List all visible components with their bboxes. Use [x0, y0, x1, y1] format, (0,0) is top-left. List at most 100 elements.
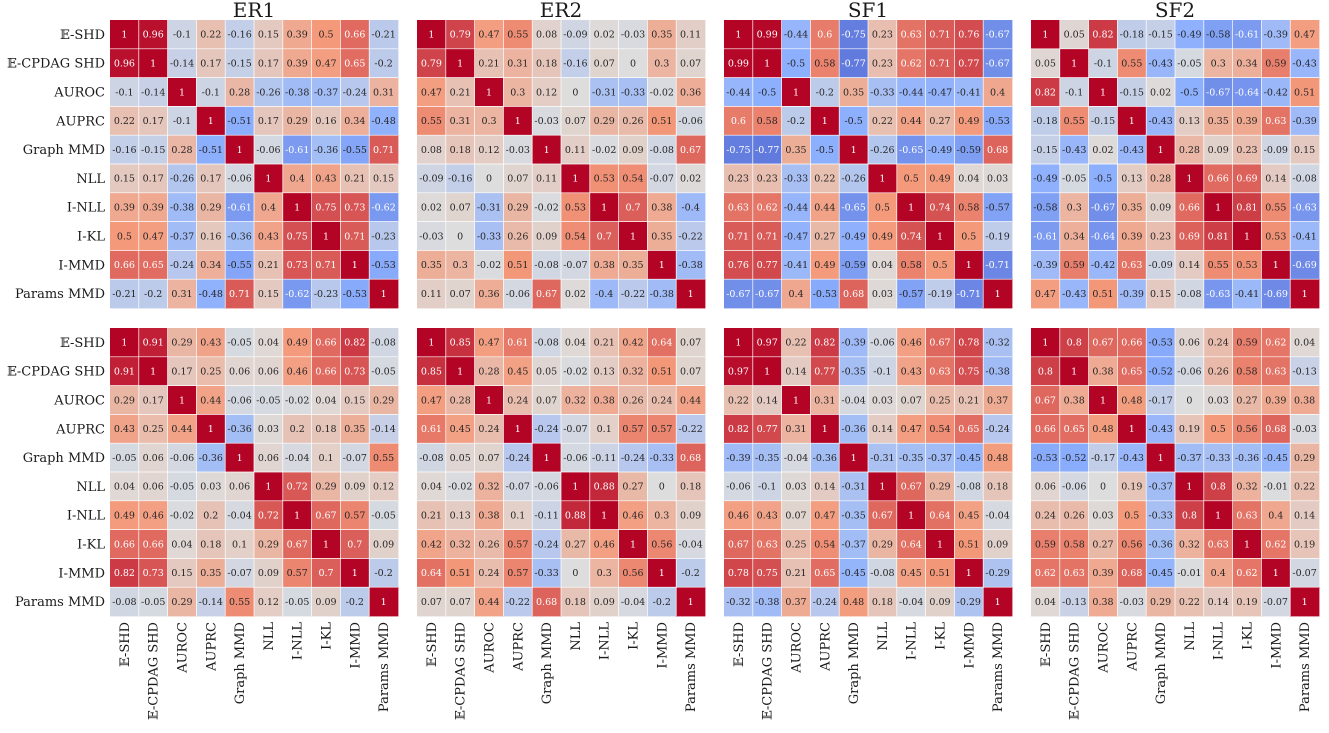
heatmap-cell — [311, 385, 341, 415]
heatmap-cell — [1232, 328, 1262, 358]
heatmap-cell — [445, 164, 475, 194]
cell-value-label: 1 — [150, 59, 156, 70]
cell-value-label: -0.2 — [816, 87, 834, 98]
heatmap-cell — [983, 221, 1013, 251]
heatmap-cell — [138, 20, 168, 50]
cell-value-label: 0.13 — [1121, 174, 1142, 185]
heatmap-cell — [417, 192, 447, 222]
cell-value-label: 0.25 — [200, 367, 221, 378]
cell-value-label: -0.22 — [678, 231, 702, 242]
heatmap-cell — [282, 106, 312, 136]
cell-value-label: -0.67 — [985, 59, 1009, 70]
heatmap-cell — [1146, 164, 1176, 194]
cell-value-label: 0.15 — [171, 568, 192, 579]
cell-value-label: 0.66 — [315, 367, 336, 378]
cell-value-label: 0.85 — [450, 338, 471, 349]
cell-value-label: 0.18 — [200, 539, 221, 550]
cell-value-label: 0.15 — [114, 174, 135, 185]
cell-value-label: 0.26 — [1208, 367, 1229, 378]
heatmap-cell — [647, 587, 677, 617]
cell-value-label: -0.08 — [1177, 289, 1201, 300]
heatmap-cell — [138, 250, 168, 280]
x-tick-label: NLL — [1183, 622, 1198, 651]
heatmap-cell — [474, 385, 504, 415]
cell-value-label: 1 — [1273, 260, 1279, 271]
cell-value-label: 1 — [121, 338, 127, 349]
cell-value-label: 0.29 — [373, 395, 394, 406]
cell-value-label: 0.35 — [843, 87, 864, 98]
x-tick-label: NLL — [569, 622, 584, 651]
cell-value-label: 0.73 — [287, 260, 308, 271]
cell-value-label: -0.36 — [227, 231, 251, 242]
cell-value-label: 0.34 — [200, 260, 221, 271]
cell-value-label: -0.59 — [957, 145, 981, 156]
cell-value-label: -0.24 — [985, 424, 1009, 435]
heatmap-cell — [925, 414, 955, 444]
cell-value-label: 0.06 — [258, 367, 279, 378]
heatmap-cell — [532, 164, 562, 194]
cell-value-label: 1 — [121, 30, 127, 41]
heatmap-cell — [954, 385, 984, 415]
heatmap-cell — [724, 20, 754, 50]
cell-value-label: -0.43 — [1148, 59, 1172, 70]
heatmap-cell — [1232, 500, 1262, 530]
cell-value-label: -0.19 — [928, 289, 952, 300]
cell-value-label: -0.33 — [534, 568, 558, 579]
heatmap-cell — [225, 443, 255, 473]
cell-value-label: -0.08 — [534, 260, 558, 271]
cell-value-label: 0.38 — [594, 260, 615, 271]
x-tick-label: Graph MMD — [233, 622, 248, 704]
heatmap-cell — [983, 48, 1013, 78]
heatmap-cell — [1031, 192, 1061, 222]
heatmap-cell — [196, 587, 226, 617]
cell-value-label: -0.16 — [112, 145, 136, 156]
cell-value-label: 1 — [457, 59, 463, 70]
heatmap-cell — [474, 472, 504, 502]
heatmap-cell — [532, 77, 562, 107]
cell-value-label: 0.45 — [958, 511, 979, 522]
heatmap-cell — [1232, 279, 1262, 309]
cell-value-label: 1 — [1302, 289, 1308, 300]
heatmap-cell — [868, 192, 898, 222]
heatmap-cell — [1290, 250, 1320, 280]
heatmap-cell — [1088, 279, 1118, 309]
heatmap-cell — [196, 48, 226, 78]
cell-value-label: 1 — [995, 597, 1001, 608]
cell-value-label: 1 — [1215, 511, 1221, 522]
cell-value-label: 0.17 — [258, 59, 279, 70]
cell-value-label: 0.63 — [1208, 539, 1229, 550]
cell-value-label: 0.14 — [814, 482, 835, 493]
heatmap-cell — [724, 77, 754, 107]
cell-value-label: -0.02 — [592, 145, 616, 156]
heatmap-cell — [417, 558, 447, 588]
cell-value-label: 0.6 — [817, 30, 832, 41]
cell-value-label: -0.01 — [1264, 482, 1288, 493]
heatmap-cell — [1232, 106, 1262, 136]
heatmap-cell — [1175, 279, 1205, 309]
heatmap-cell — [1175, 221, 1205, 251]
cell-value-label: 0.56 — [622, 568, 643, 579]
cell-value-label: -0.49 — [928, 145, 952, 156]
cell-value-label: -0.53 — [1033, 453, 1057, 464]
cell-value-label: 0.5 — [904, 174, 919, 185]
heatmap-cell — [1290, 385, 1320, 415]
cell-value-label: 0.71 — [229, 289, 250, 300]
heatmap-cell — [676, 192, 706, 222]
heatmap-cell — [417, 20, 447, 50]
heatmap-cell — [724, 221, 754, 251]
heatmap-cell — [196, 192, 226, 222]
heatmap-cell — [1088, 414, 1118, 444]
heatmap-cell — [1203, 587, 1233, 617]
heatmap-cell — [474, 221, 504, 251]
heatmap-cell — [1146, 472, 1176, 502]
cell-value-label: -0.24 — [621, 453, 645, 464]
cell-value-label: -0.64 — [1235, 87, 1259, 98]
cell-value-label: -0.63 — [1206, 289, 1230, 300]
x-tick-label: NLL — [876, 622, 891, 651]
heatmap-cell — [1088, 221, 1118, 251]
heatmap-cell — [340, 500, 370, 530]
cell-value-label: 0.73 — [143, 568, 164, 579]
heatmap-cell — [167, 164, 197, 194]
cell-value-label: -0.35 — [755, 453, 779, 464]
